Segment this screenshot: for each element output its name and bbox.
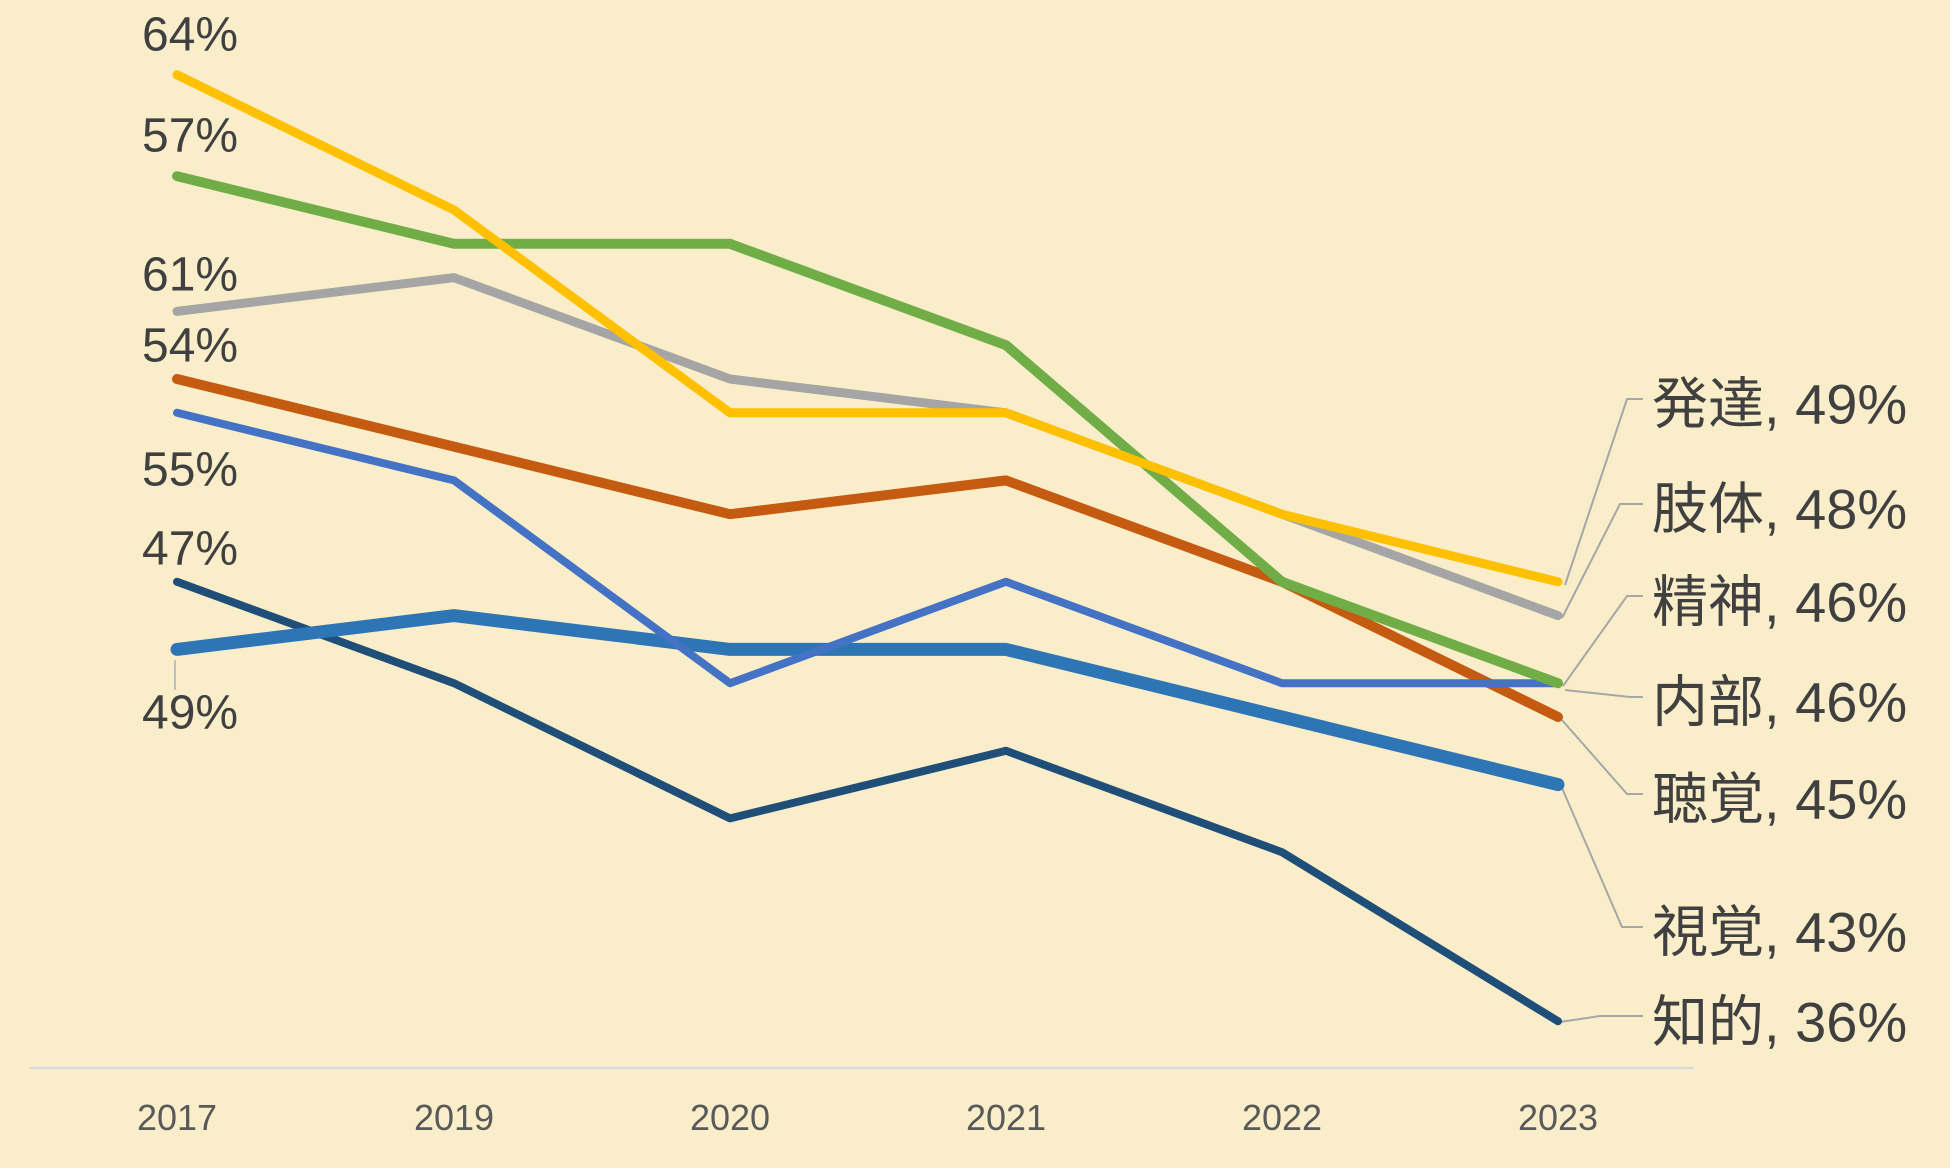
end-value-label-肢体: 肢体, 48% <box>1652 477 1908 541</box>
start-value-label-聴覚: 54% <box>142 319 239 373</box>
start-value-label-精神: 57% <box>142 109 239 163</box>
series-line-肢体 <box>172 273 1563 621</box>
start-value-label-視覚: 49% <box>142 686 239 740</box>
leader-line-6 <box>1559 1015 1643 1023</box>
series-line-精神 <box>172 171 1563 689</box>
x-axis-label-2023: 2023 <box>1517 1097 1599 1138</box>
start-value-label-発達: 64% <box>142 8 239 62</box>
end-value-label-内部: 内部, 46% <box>1652 670 1908 734</box>
x-axis-label-2017: 2017 <box>136 1097 218 1138</box>
series-line-聴覚 <box>172 374 1563 722</box>
start-value-label-肢体: 61% <box>142 248 239 302</box>
series-line-知的 <box>173 577 1562 1026</box>
leader-line-1 <box>1561 503 1643 619</box>
leader-line-5 <box>1561 787 1643 928</box>
leader-line-2 <box>1562 595 1643 687</box>
series-line-内部 <box>173 408 1562 688</box>
leader-line-4 <box>1561 719 1643 795</box>
x-axis-label-2021: 2021 <box>965 1097 1047 1138</box>
end-value-label-視覚: 視覚, 43% <box>1652 900 1908 964</box>
x-axis-label-2019: 2019 <box>413 1097 495 1138</box>
leader-line-0 <box>1564 398 1643 586</box>
series-line-発達 <box>172 70 1563 587</box>
end-value-label-知的: 知的, 36% <box>1652 990 1908 1054</box>
start-value-label-内部: 55% <box>142 443 239 497</box>
leader-line-3 <box>1564 689 1643 698</box>
x-axis-label-2022: 2022 <box>1241 1097 1323 1138</box>
end-value-label-精神: 精神, 46% <box>1652 570 1908 634</box>
start-value-label-知的: 47% <box>142 522 239 576</box>
x-axis-label-2020: 2020 <box>689 1097 771 1138</box>
series-line-視覚 <box>170 609 1565 792</box>
end-value-label-聴覚: 聴覚, 45% <box>1652 767 1908 831</box>
end-value-label-発達: 発達, 49% <box>1652 372 1908 436</box>
